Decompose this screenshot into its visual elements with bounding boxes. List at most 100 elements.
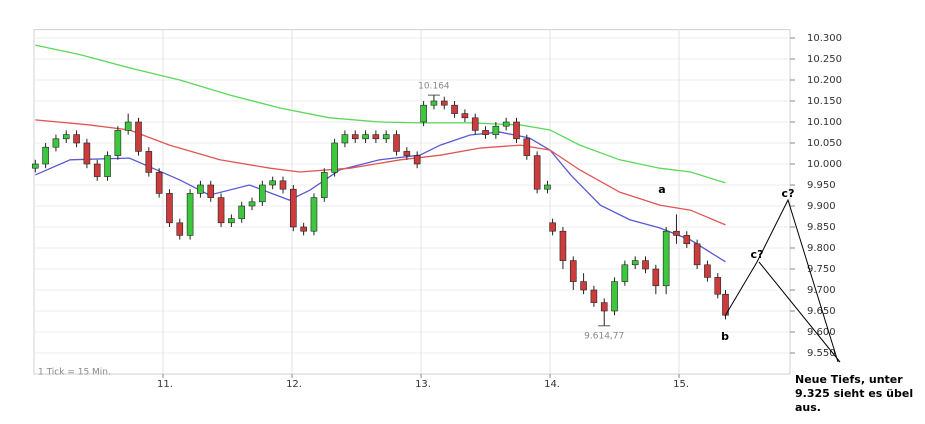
candle-body [279,180,287,190]
candle-body [114,130,122,156]
x-tick-label: 12. [286,379,302,390]
candle-body [569,260,577,282]
candle-body [549,222,556,232]
candle-body [652,268,660,287]
candle-body [362,134,369,140]
y-tick-label: 9.650 [807,306,836,317]
plot-frame [33,29,791,375]
y-tick-label: 9.700 [807,285,836,296]
candle-body [259,184,266,203]
candle-body [207,184,215,198]
moving-average-line [35,131,726,263]
candle-body [631,260,639,266]
candle-body [621,264,629,282]
candle-body [440,100,448,106]
candle-body [413,155,421,165]
grid: 10.300 10.250 10.200 10.150 10.100 10.050 10.0… [33,29,842,390]
candle-body [580,281,587,291]
x-tick-label: 14. [544,379,560,390]
candle-body [662,230,670,287]
extreme-label: 10.164 [418,82,450,92]
y-tick-label: 9.950 [807,180,836,191]
y-tick-label: 9.900 [807,201,836,212]
candle-body [145,151,153,173]
candle-body [124,121,132,131]
x-tick-label: 13. [415,379,431,390]
candle-body [471,117,479,131]
y-tick-label: 10.000 [807,159,842,170]
y-tick-label: 10.300 [807,33,842,44]
wave-projection [724,198,839,363]
candle-body [461,113,469,119]
y-tick-label: 10.150 [807,96,842,107]
note: aus. [795,401,821,414]
candle-body [693,243,701,266]
candle-body [135,121,142,152]
x-tick-label: 11. [157,379,173,390]
candle-body [420,104,427,123]
wave-label: b [721,330,729,343]
candle-body [310,197,318,232]
candle-body [217,197,225,224]
candle-body [269,180,276,186]
candle-body [166,193,173,224]
y-tick-label: 9.550 [807,348,836,359]
wave-projection [758,261,841,363]
candle-body [642,260,649,270]
candle-body [83,142,91,165]
candle-body [673,230,680,236]
x-tick-label: 15. [673,379,689,390]
candle-body [197,184,204,194]
candle-body [104,155,111,177]
candle-body [238,205,246,219]
candle-body [502,121,510,127]
candle-body [559,230,567,261]
y-tick-label: 10.050 [807,138,842,149]
candle-body [611,281,618,312]
moving-average-line [35,44,726,184]
note: Neue Tiefs, unter [795,373,903,386]
candle-body [600,302,608,312]
y-tick-label: 9.800 [807,243,836,254]
candle-body [320,172,328,198]
wave-label: a [658,183,665,196]
extreme-label: 9.614,77 [584,331,624,341]
candle-body [42,146,49,165]
candle-body [393,134,400,152]
candle-body [341,134,349,144]
candle-body [290,188,297,228]
candle-body [228,218,235,224]
candle-body [331,142,338,173]
note: 9.325 sieht es übel [795,387,913,400]
candle-body [155,172,163,194]
candle-body [186,193,194,236]
candle-body [513,121,520,140]
candle-body [704,264,711,278]
candle-body [248,201,256,207]
wave-label: c? [751,248,764,261]
candle-body [714,277,722,295]
candle-body [523,138,531,156]
y-tick-label: 10.100 [807,117,842,128]
candle-body [300,226,307,232]
candle-body [176,222,184,236]
candle-body [590,289,598,303]
candle-body [482,130,489,135]
candle-body [403,151,411,156]
candle-body [372,134,380,140]
candle-body [683,235,691,245]
candle-body [382,134,390,140]
candle-body [492,125,500,135]
candle-body [52,138,60,148]
candle-body [533,155,541,190]
candle-body [73,134,80,144]
footer: 1 Tick = 15 Min. [38,368,111,378]
y-tick-label: 9.750 [807,264,836,275]
candle-body [62,134,70,140]
candle-body [451,104,458,114]
candle-body [31,163,39,169]
wave-label: c? [782,187,795,200]
y-tick-label: 10.200 [807,75,842,86]
candle-body [544,184,551,190]
